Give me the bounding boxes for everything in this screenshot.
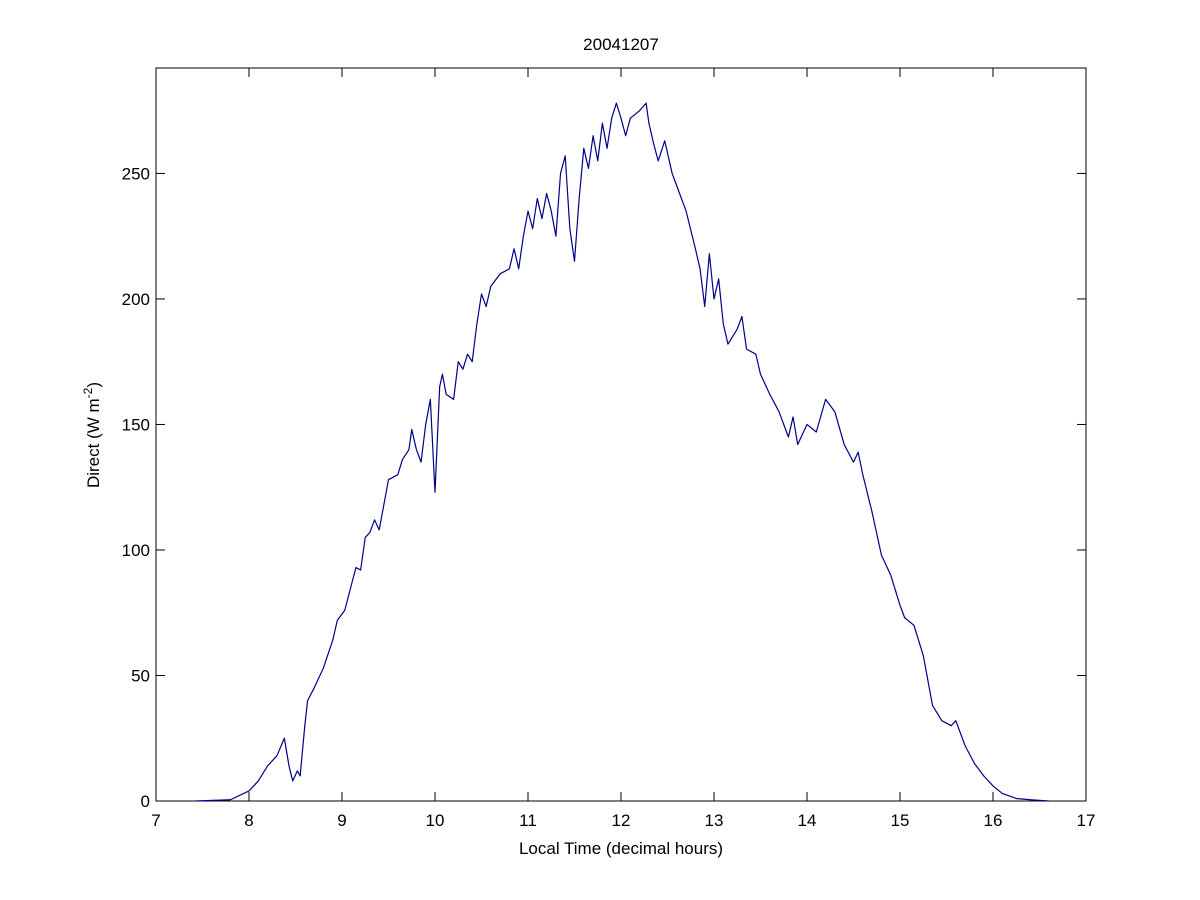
x-tick-label: 15 bbox=[891, 811, 910, 830]
y-axis-label-superscript: -2 bbox=[81, 387, 95, 398]
x-tick-label: 12 bbox=[612, 811, 631, 830]
y-tick-label: 250 bbox=[122, 164, 150, 183]
x-tick-label: 9 bbox=[337, 811, 346, 830]
y-axis-label-text: Direct (W m bbox=[84, 398, 103, 488]
x-tick-label: 7 bbox=[151, 811, 160, 830]
chart-title: 20041207 bbox=[583, 35, 659, 54]
plot-area bbox=[155, 67, 1087, 802]
y-tick-label: 200 bbox=[122, 290, 150, 309]
x-tick-label: 17 bbox=[1077, 811, 1096, 830]
y-tick-label: 50 bbox=[131, 666, 150, 685]
x-tick-label: 13 bbox=[705, 811, 724, 830]
data-line bbox=[195, 102, 1049, 802]
x-axis-label: Local Time (decimal hours) bbox=[519, 839, 723, 858]
y-axis-label: Direct (W m-2) bbox=[81, 382, 103, 488]
x-tick-label: 10 bbox=[426, 811, 445, 830]
y-axis-label-suffix: ) bbox=[84, 382, 103, 388]
x-tick-label: 16 bbox=[984, 811, 1003, 830]
y-tick-label: 0 bbox=[141, 792, 150, 811]
x-tick-label: 14 bbox=[798, 811, 817, 830]
x-tick-label: 8 bbox=[244, 811, 253, 830]
y-tick-label: 150 bbox=[122, 415, 150, 434]
y-tick-label: 100 bbox=[122, 541, 150, 560]
x-tick-label: 11 bbox=[519, 811, 537, 830]
